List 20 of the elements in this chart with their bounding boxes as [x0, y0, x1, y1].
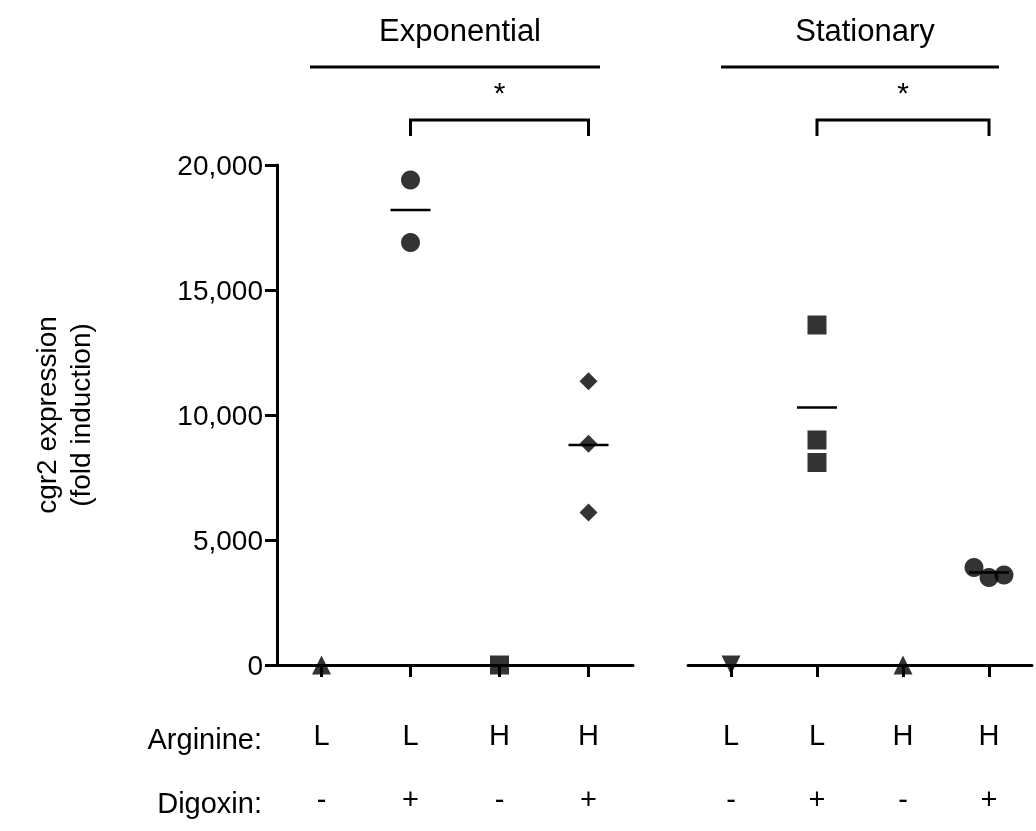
x-tick-label: H - [892, 719, 914, 815]
text: Arginine: [147, 723, 262, 755]
y-tick-label: 0 [247, 649, 263, 681]
y-tick-label: 15,000 [177, 274, 263, 306]
x-tick-label: L - [722, 719, 740, 815]
x-tick-label: L + [402, 719, 419, 815]
y-tick-label: 20,000 [177, 149, 263, 181]
y-tick-label: 5,000 [192, 524, 263, 556]
x-tick-label: L - [313, 719, 330, 815]
chart-title: Stationary [795, 13, 936, 48]
y-axis-title: cgr2 expression (fold induction) [30, 316, 96, 514]
x-tick-label: L + [808, 719, 826, 815]
text: * [897, 75, 910, 109]
x-tick-label: H - [489, 719, 510, 815]
chart-title: Exponential [378, 13, 542, 48]
text: Digoxin: [157, 787, 262, 819]
x-tick-label: H + [978, 719, 1000, 815]
y-tick-label: 10,000 [177, 399, 263, 431]
text: * [493, 75, 506, 109]
x-tick-label: H + [578, 719, 599, 815]
